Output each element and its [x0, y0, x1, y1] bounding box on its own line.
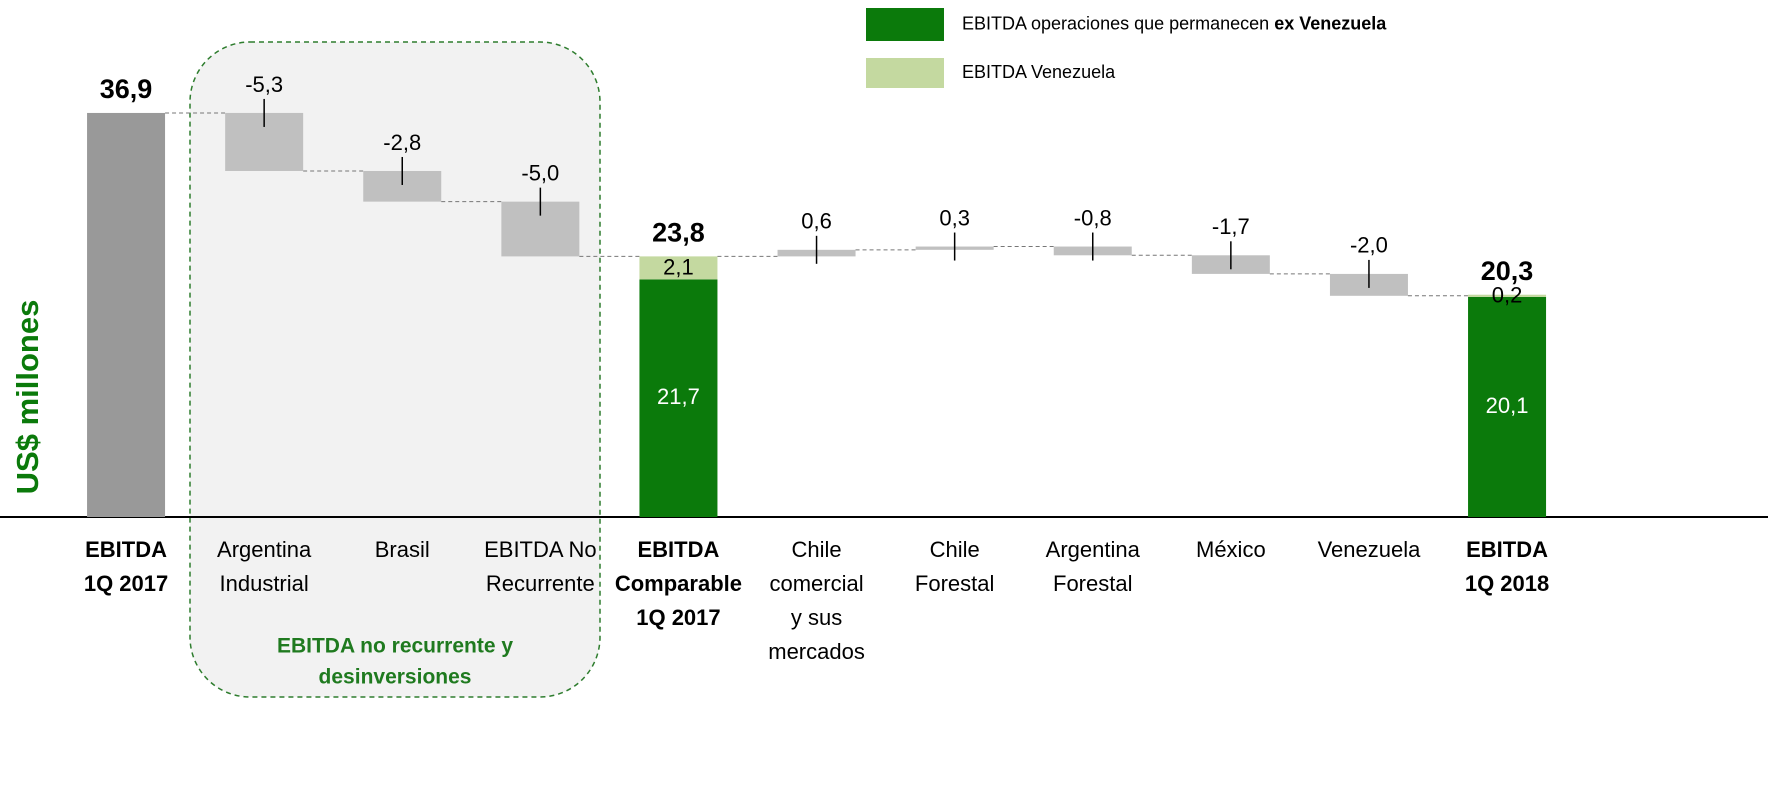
x-tick-label: Chile [791, 537, 841, 562]
bar-segment [1468, 296, 1547, 517]
bar-segment [1468, 294, 1547, 297]
x-tick-label: EBITDA No [484, 537, 596, 562]
legend-label: EBITDA Venezuela [962, 62, 1116, 82]
legend-label: EBITDA operaciones que permanecen ex Ven… [962, 13, 1387, 33]
x-tick-label: 1Q 2017 [636, 605, 720, 630]
total-label: 23,8 [652, 218, 705, 248]
x-tick-label: 1Q 2018 [1465, 571, 1549, 596]
x-tick-label: y sus [791, 605, 842, 630]
x-tick-label: Chile [930, 537, 980, 562]
legend-text: EBITDA operaciones que permanecen [962, 13, 1269, 33]
x-tick-label: EBITDA [638, 537, 720, 562]
total-label: 20,3 [1481, 256, 1534, 286]
delta-label: -0,8 [1074, 205, 1112, 230]
delta-label: 0,3 [939, 205, 970, 230]
x-tick-label: mercados [768, 639, 865, 664]
x-tick-label: 1Q 2017 [84, 571, 168, 596]
group-label: EBITDA no recurrente y [277, 635, 513, 658]
y-axis-label: US$ millones [10, 300, 45, 495]
x-tick-label: Forestal [915, 571, 994, 596]
x-tick-label: EBITDA [85, 537, 167, 562]
delta-label: -2,8 [383, 130, 421, 155]
group-box [189, 41, 601, 698]
x-tick-label: comercial [769, 571, 863, 596]
delta-label: -2,0 [1350, 233, 1388, 258]
bar-segment [639, 256, 718, 280]
delta-label: -5,3 [245, 72, 283, 97]
x-tick-label: Industrial [220, 571, 309, 596]
delta-label: 0,6 [801, 209, 832, 234]
total-label: 36,9 [100, 74, 153, 104]
segment-label: 20,1 [1486, 393, 1529, 418]
x-tick-label: Recurrente [486, 571, 595, 596]
delta-label: -1,7 [1212, 214, 1250, 239]
segment-label: 2,1 [663, 255, 694, 280]
x-tick-label: Comparable [615, 571, 742, 596]
x-tick-label: Argentina [217, 537, 312, 562]
x-tick-label: Brasil [375, 537, 430, 562]
legend-swatch [866, 8, 944, 41]
legend-emphasis: ex Venezuela [1274, 13, 1387, 33]
x-tick-label: Argentina [1046, 537, 1141, 562]
x-tick-label: Forestal [1053, 571, 1132, 596]
x-tick-label: México [1196, 537, 1266, 562]
legend-text: EBITDA Venezuela [962, 62, 1116, 82]
segment-label: 0,2 [1492, 283, 1523, 308]
x-tick-label: EBITDA [1466, 537, 1548, 562]
bar-total [87, 112, 166, 517]
x-tick-label: Venezuela [1318, 537, 1422, 562]
group-label: desinversiones [319, 666, 472, 689]
segment-label: 21,7 [657, 384, 700, 409]
bar-segment [639, 279, 718, 517]
delta-label: -5,0 [521, 160, 559, 185]
legend-swatch [866, 58, 944, 88]
